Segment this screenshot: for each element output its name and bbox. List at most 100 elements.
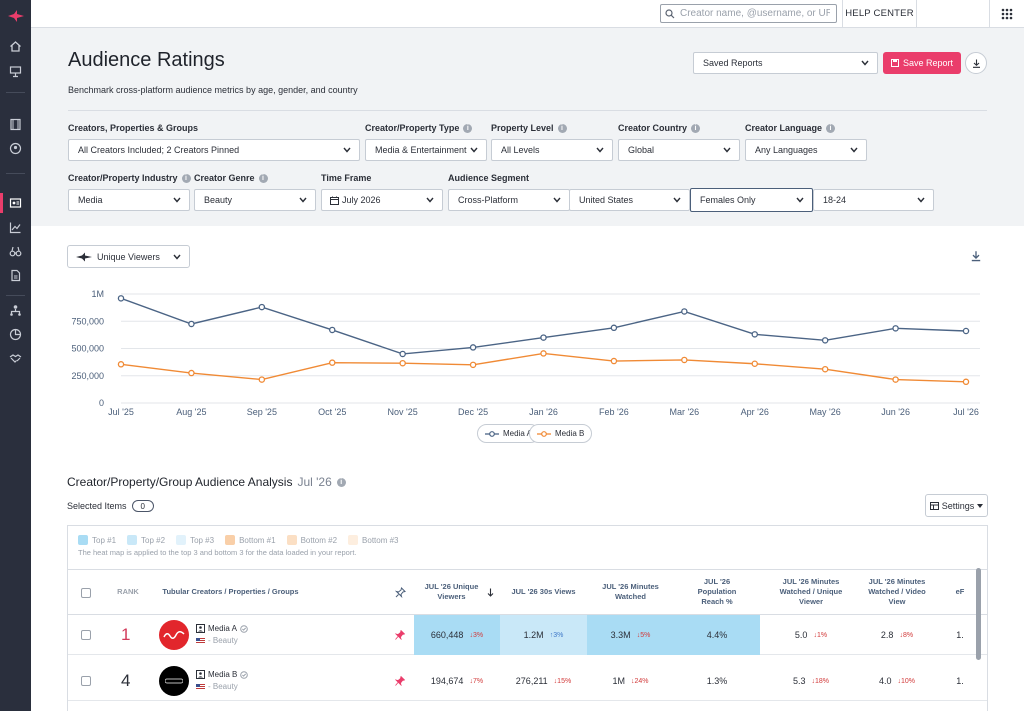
data-point-media-a[interactable] (399, 350, 406, 358)
data-point-media-a[interactable] (821, 337, 829, 344)
avatar[interactable] (159, 620, 189, 650)
avatar[interactable] (159, 666, 189, 696)
segment-age-select[interactable]: 18-24 (813, 189, 934, 211)
save-icon (890, 59, 899, 67)
select-all-checkbox[interactable] (81, 588, 91, 598)
profile-icon (196, 670, 205, 679)
data-point-media-a[interactable] (751, 331, 759, 338)
data-point-media-b[interactable] (681, 356, 688, 364)
data-point-media-b[interactable] (117, 361, 125, 368)
search-box[interactable] (660, 4, 837, 23)
data-point-media-b[interactable] (188, 369, 195, 377)
segment-country-select[interactable]: United States (569, 189, 690, 211)
genre-select[interactable]: Beauty (194, 189, 316, 211)
data-point-media-b[interactable] (751, 360, 759, 368)
user-circle-icon[interactable] (8, 141, 23, 156)
col-unique-viewers[interactable]: JUL '26 Unique Viewers (414, 570, 500, 614)
data-point-media-a[interactable] (681, 308, 688, 315)
analysis-title-text: Creator/Property/Group Audience Analysis (67, 475, 293, 489)
info-icon[interactable]: i (463, 123, 473, 133)
chart-download-icon[interactable] (970, 250, 982, 262)
data-point-media-a[interactable] (258, 303, 266, 311)
info-icon[interactable]: i (691, 123, 701, 133)
table-row[interactable]: 1 Media A - Beauty 660,448 ↓ 3% 1.2M ↑ 3% 3.… (68, 615, 987, 655)
col-30s-views[interactable]: JUL '26 30s Views (511, 587, 576, 596)
page-subtitle: Benchmark cross-platform audience metric… (68, 85, 358, 95)
pie-chart-icon[interactable] (8, 327, 23, 342)
data-point-media-a[interactable] (188, 320, 195, 328)
apps-grid-icon[interactable] (989, 0, 1024, 27)
data-point-media-b[interactable] (469, 361, 477, 369)
data-point-media-a[interactable] (540, 334, 547, 341)
country-select[interactable]: Global (618, 139, 740, 161)
industry-select[interactable]: Media (68, 189, 190, 211)
creator-name[interactable]: Media A (208, 624, 237, 633)
app-logo-icon[interactable] (8, 9, 24, 23)
language-select[interactable]: Any Languages (745, 139, 867, 161)
hierarchy-icon[interactable] (8, 303, 23, 318)
type-select[interactable]: Media & Entertainment (365, 139, 487, 161)
pinned-icon[interactable] (395, 676, 405, 686)
col-name[interactable]: Tubular Creators / Properties / Groups (162, 587, 299, 596)
table-scrollbar[interactable] (976, 568, 981, 660)
pinned-icon[interactable] (395, 630, 405, 640)
line-chart-icon[interactable] (8, 220, 23, 235)
binoculars-icon[interactable] (8, 244, 23, 259)
data-point-media-b[interactable] (258, 376, 266, 383)
heat-legend-top-1: Top #1 (78, 535, 116, 545)
data-point-media-b[interactable] (821, 365, 829, 373)
search-input[interactable] (680, 8, 830, 19)
sort-down-arrow-icon[interactable] (487, 588, 494, 597)
level-select[interactable]: All Levels (491, 139, 613, 161)
info-icon[interactable]: i (336, 477, 346, 487)
data-point-media-a[interactable] (962, 327, 970, 335)
pin-header-icon[interactable] (395, 587, 406, 598)
info-icon[interactable]: i (557, 123, 567, 133)
help-center-link[interactable]: HELP CENTER (842, 0, 917, 27)
download-icon[interactable] (965, 52, 987, 74)
metric-dropdown[interactable]: Unique Viewers (67, 245, 190, 268)
legend-media-b[interactable]: Media B (529, 424, 593, 443)
audience-ratings-icon[interactable] (8, 196, 23, 211)
data-point-media-b[interactable] (962, 378, 970, 386)
film-icon[interactable] (8, 117, 23, 132)
info-icon[interactable]: i (258, 173, 268, 183)
data-point-media-a[interactable] (610, 324, 618, 332)
data-point-media-a[interactable] (328, 326, 336, 334)
info-icon[interactable]: i (181, 173, 191, 183)
col-min-per-viewer[interactable]: JUL '26 Minutes Watched / Unique Viewer (779, 577, 843, 606)
col-cut-off[interactable]: eF (955, 587, 965, 596)
legend-media-a[interactable]: Media A (477, 424, 540, 443)
col-rank[interactable]: RANK (117, 587, 139, 596)
col-minutes-watched[interactable]: JUL '26 Minutes Watched (602, 582, 659, 601)
data-point-media-b[interactable] (892, 376, 899, 383)
selected-items: Selected Items 0 (67, 500, 154, 512)
data-point-media-b[interactable] (540, 350, 547, 357)
settings-button[interactable]: Settings (925, 494, 988, 517)
saved-reports-dropdown[interactable]: Saved Reports (693, 52, 878, 74)
creators-select[interactable]: All Creators Included; 2 Creators Pinned (68, 139, 360, 161)
data-point-media-b[interactable] (399, 359, 406, 367)
col-population-reach[interactable]: JUL '26 Population Reach % (697, 577, 737, 606)
data-point-media-b[interactable] (328, 359, 336, 366)
data-point-media-b[interactable] (610, 357, 618, 365)
info-icon[interactable]: i (826, 123, 836, 133)
handshake-icon[interactable] (8, 351, 23, 366)
data-point-media-a[interactable] (469, 344, 477, 351)
data-point-media-a[interactable] (117, 295, 125, 302)
save-report-button[interactable]: Save Report (883, 52, 961, 74)
col-min-per-view[interactable]: JUL '26 Minutes Watched / Video View (868, 577, 926, 606)
presentation-icon[interactable] (8, 64, 23, 79)
selected-items-count[interactable]: 0 (131, 500, 154, 512)
creator-name[interactable]: Media B (208, 670, 238, 679)
report-icon[interactable] (8, 268, 23, 283)
data-point-media-a[interactable] (892, 325, 899, 332)
row-checkbox[interactable] (81, 676, 91, 686)
row-checkbox[interactable] (81, 630, 91, 640)
segment-gender-select[interactable]: Females Only (690, 188, 813, 212)
home-icon[interactable] (8, 39, 23, 54)
timeframe-select[interactable]: July 2026 (321, 189, 443, 211)
filters-panel: Audience Ratings Benchmark cross-platfor… (31, 28, 1024, 226)
table-row[interactable]: 4 Media B - Beauty 194,674 ↓ 7% 276,211 ↓ 15… (68, 661, 987, 701)
segment-platform-select[interactable]: Cross-Platform (448, 189, 570, 211)
